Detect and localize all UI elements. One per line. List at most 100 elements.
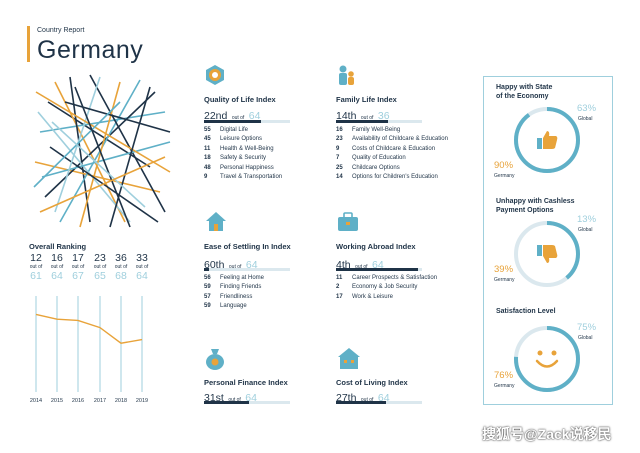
ease-of-settling-progress	[204, 268, 290, 271]
global-pct: 13%	[577, 214, 597, 225]
personal-finance-title: Personal Finance Index	[204, 378, 288, 387]
list-item: 59 Finding Friends	[204, 283, 324, 292]
overall-ranking-chart: 12 out of 61 2014 16 out of 64 2015 17 out of 67 20…	[29, 252, 161, 408]
item-label: Childcare Options	[352, 164, 400, 171]
rank-number: 56	[204, 275, 211, 281]
quality-of-life-title: Quality of Life Index	[204, 95, 276, 104]
list-item: 48 Personal Happiness	[204, 164, 324, 173]
item-label: Options for Children's Education	[352, 174, 438, 181]
rank-number: 7	[336, 155, 340, 162]
money-bag-icon	[206, 349, 224, 370]
page-title: Germany	[37, 36, 144, 64]
item-label: Digital Life	[220, 127, 249, 133]
rank-number: 9	[204, 174, 208, 181]
item-label: Language	[220, 303, 247, 310]
global-pct: 63%	[577, 103, 597, 114]
working-abroad-title: Working Abroad Index	[336, 242, 416, 251]
rank-number: 14	[336, 174, 343, 181]
rank-value: 14th	[336, 110, 357, 122]
working-abroad-progress	[336, 268, 422, 271]
year-label: 2019	[135, 398, 149, 404]
family-life-title: Family Life Index	[336, 95, 397, 104]
rank-number: 55	[204, 127, 211, 133]
cost-of-living-progress	[336, 401, 422, 404]
rank-total: 68	[115, 270, 127, 282]
germany-map-icon	[33, 74, 171, 228]
out-of-label: out of	[360, 115, 374, 121]
ranking-column: 36 out of 68	[112, 252, 130, 282]
list-item: 23 Availability of Childcare & Education	[336, 135, 476, 144]
global-pct: 75%	[577, 322, 597, 333]
family-life-list: 16 Family Well-Being 23 Availability of Chi…	[336, 126, 476, 182]
rank-value: 36	[115, 252, 127, 264]
rank-value: 23	[94, 252, 106, 264]
year-label: 2017	[93, 398, 107, 404]
thumbs-up-icon	[537, 131, 558, 149]
donut-value-arc	[514, 221, 580, 287]
rank-number: 16	[336, 127, 343, 133]
rank-number: 25	[336, 164, 343, 171]
out-of-label: out of	[360, 397, 374, 403]
list-item: 25 Childcare Options	[336, 164, 476, 173]
year-label: 2014	[29, 398, 43, 404]
list-item: 57 Friendliness	[204, 293, 324, 302]
donut-value-arc	[514, 326, 580, 392]
rank-number: 59	[204, 284, 211, 291]
ranking-column: 16 out of 64	[48, 252, 66, 282]
rank-value: 22nd	[204, 110, 228, 122]
rank-value: 33	[136, 252, 148, 264]
cost-of-living-title: Cost of Living Index	[336, 378, 408, 387]
out-of-label: out of	[29, 264, 43, 270]
rank-total: 64	[51, 270, 63, 282]
item-label: Costs of Childcare & Education	[352, 145, 436, 152]
rank-value: 17	[72, 252, 84, 264]
item-label: Friendliness	[220, 293, 253, 300]
personal-finance-progress	[204, 401, 290, 404]
rank-value: 12	[30, 252, 42, 264]
list-item: 55 Digital Life	[204, 126, 324, 135]
title-line: Payment Options	[496, 207, 554, 214]
title-line: Happy with State	[496, 84, 553, 91]
rank-total: 64	[372, 259, 384, 271]
germany-label: Germany	[494, 277, 515, 283]
satisfaction-donut	[514, 326, 580, 392]
list-item: 59 Language	[204, 302, 324, 311]
global-label: Global	[578, 116, 593, 122]
rank-total: 64	[248, 110, 261, 122]
germany-label: Germany	[494, 383, 515, 389]
rank-total: 36	[377, 110, 390, 122]
smiley-icon	[535, 350, 559, 368]
ease-of-settling-list: 56 Feeling at Home 59 Finding Friends 57 Frie…	[204, 274, 324, 312]
list-item: 9 Costs of Childcare & Education	[336, 145, 476, 154]
rank-number: 57	[204, 293, 211, 300]
list-item: 56 Feeling at Home	[204, 274, 324, 283]
ranking-trend-line	[35, 296, 143, 392]
year-label: 2018	[114, 398, 128, 404]
rank-number: 59	[204, 303, 211, 310]
quality-of-life-icon	[206, 65, 224, 85]
item-label: Health & Well-Being	[220, 145, 274, 152]
rank-total: 67	[72, 270, 84, 282]
item-label: Work & Leisure	[352, 293, 393, 300]
item-label: Travel & Transportation	[220, 174, 283, 181]
year-label: 2015	[50, 398, 64, 404]
year-label: 2016	[71, 398, 85, 404]
quality-of-life-rank: 22nd out of 64	[204, 106, 260, 124]
header-accent-bar	[27, 26, 30, 62]
list-item: 2 Economy & Job Security	[336, 283, 476, 292]
rank-value: 16	[51, 252, 63, 264]
family-life-progress	[336, 120, 422, 123]
germany-pct: 90%	[494, 160, 514, 171]
watermark: 搜狐号@Zack说移民	[482, 426, 612, 442]
rank-number: 9	[336, 145, 340, 152]
germany-label: Germany	[494, 173, 515, 179]
briefcase-icon	[338, 212, 358, 231]
survey-panel: Happy with State of the Economy 63% Glob…	[483, 76, 613, 405]
title-line: of the Economy	[496, 93, 549, 100]
rank-total: 65	[94, 270, 106, 282]
global-label: Global	[578, 335, 593, 341]
item-label: Feeling at Home	[220, 275, 265, 281]
buildings-icon	[338, 348, 360, 369]
global-label: Global	[578, 227, 593, 233]
happy-economy-donut	[514, 107, 580, 173]
